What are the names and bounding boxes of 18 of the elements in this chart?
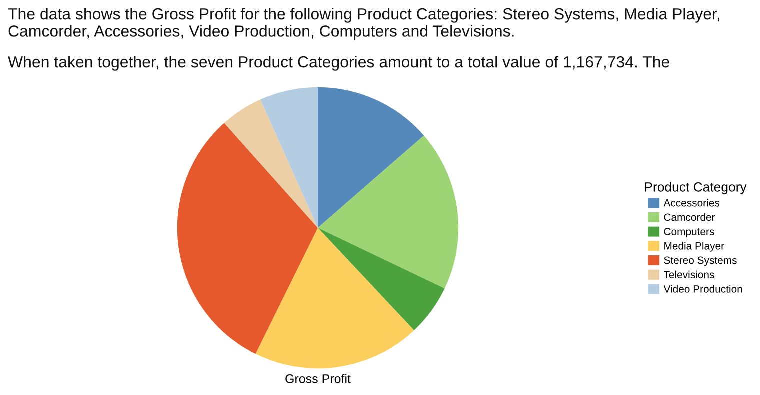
legend-label: Televisions bbox=[664, 270, 714, 278]
legend-label: Stereo Systems bbox=[664, 256, 737, 266]
legend-label: Media Player bbox=[664, 242, 724, 252]
text: Gross Profit bbox=[286, 374, 351, 384]
legend-label: Accessories bbox=[664, 199, 720, 207]
pie-slice bbox=[224, 100, 318, 228]
legend-label: Computers bbox=[664, 228, 714, 238]
text: The data shows the Gross Profit for the following Product Categories: Stereo Systems, Media Player, Camcorder, Accessories, Video Production, Computers and Televisions. bbox=[8, 8, 720, 40]
pie-slice bbox=[260, 87, 318, 228]
legend-title: Product Category bbox=[645, 182, 747, 194]
pie-slice bbox=[318, 136, 459, 289]
legend-label: Video Production bbox=[664, 285, 742, 293]
pie-slice bbox=[256, 228, 414, 369]
pie-slice bbox=[318, 228, 445, 330]
text: When taken together, the seven Product Categories amount to a total value of 1,167,734. The bbox=[8, 56, 670, 71]
pie-slice bbox=[318, 87, 424, 228]
legend-label: Camcorder bbox=[664, 213, 716, 222]
pie-slice bbox=[177, 123, 318, 354]
